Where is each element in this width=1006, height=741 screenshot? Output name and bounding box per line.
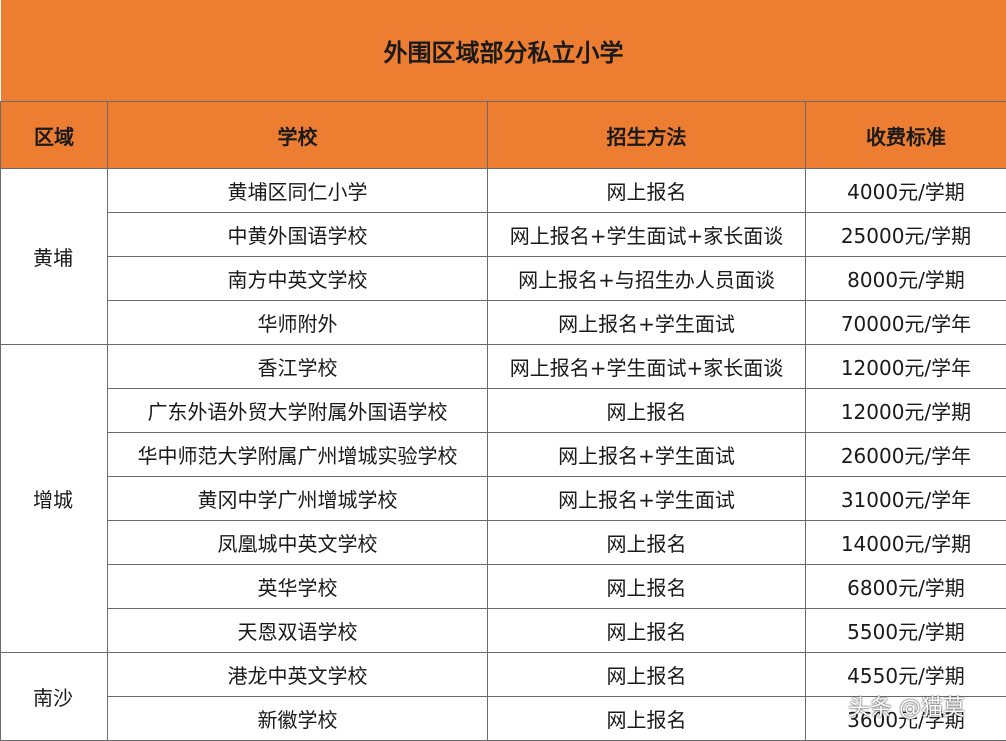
header-school: 学校 (107, 101, 488, 169)
fee-cell: 8000元/学期 (805, 256, 1006, 301)
method-cell: 网上报名+与招生办人员面谈 (487, 256, 806, 301)
fee-cell: 14000元/学期 (805, 520, 1006, 565)
fee-cell: 4550元/学期 (805, 652, 1006, 697)
table-row: 中黄外国语学校 网上报名+学生面试+家长面谈 25000元/学期 (1, 212, 1006, 257)
method-cell: 网上报名 (487, 652, 806, 697)
method-cell: 网上报名+学生面试 (487, 432, 806, 477)
header-fee: 收费标准 (805, 101, 1006, 169)
school-cell: 华师附外 (107, 300, 488, 345)
header-region: 区域 (0, 101, 108, 169)
method-cell: 网上报名+学生面试+家长面谈 (487, 212, 806, 257)
table-row: 凤凰城中英文学校 网上报名 14000元/学期 (1, 520, 1006, 565)
method-cell: 网上报名+学生面试 (487, 476, 806, 521)
fee-cell: 25000元/学期 (805, 212, 1006, 257)
table-row: 天恩双语学校 网上报名 5500元/学期 (1, 608, 1006, 653)
fee-cell: 31000元/学年 (805, 476, 1006, 521)
school-cell: 香江学校 (107, 344, 488, 389)
method-cell: 网上报名 (487, 388, 806, 433)
method-cell: 网上报名 (487, 520, 806, 565)
school-cell: 黄冈中学广州增城学校 (107, 476, 488, 521)
table-row: 南沙 港龙中英文学校 网上报名 4550元/学期 (0, 652, 1006, 741)
method-cell: 网上报名+学生面试+家长面谈 (487, 344, 806, 389)
method-cell: 网上报名 (487, 564, 806, 609)
school-cell: 新徽学校 (107, 696, 488, 741)
school-cell: 南方中英文学校 (107, 256, 488, 301)
school-cell: 中黄外国语学校 (107, 212, 488, 257)
table-row: 华师附外 网上报名+学生面试 70000元/学年 (1, 300, 1006, 345)
method-cell: 网上报名 (487, 608, 806, 653)
table-row: 南方中英文学校 网上报名+与招生办人员面谈 8000元/学期 (1, 256, 1006, 301)
region-cell: 增城 (0, 344, 108, 653)
method-cell: 网上报名 (487, 696, 806, 741)
school-cell: 广东外语外贸大学附属外国语学校 (107, 388, 488, 433)
fee-cell: 12000元/学年 (805, 344, 1006, 389)
table-row: 华中师范大学附属广州增城实验学校 网上报名+学生面试 26000元/学年 (1, 432, 1006, 477)
table-title: 外围区域部分私立小学 (0, 0, 1006, 102)
school-cell: 华中师范大学附属广州增城实验学校 (107, 432, 488, 477)
fee-cell: 12000元/学期 (805, 388, 1006, 433)
table-row: 新徽学校 网上报名 3600元/学期 (1, 696, 1006, 741)
fee-cell: 26000元/学年 (805, 432, 1006, 477)
fee-cell: 5500元/学期 (805, 608, 1006, 653)
fee-cell: 6800元/学期 (805, 564, 1006, 609)
fee-cell: 4000元/学期 (805, 168, 1006, 213)
table-row: 黄冈中学广州增城学校 网上报名+学生面试 31000元/学年 (1, 476, 1006, 521)
table-row: 广东外语外贸大学附属外国语学校 网上报名 12000元/学期 (1, 388, 1006, 433)
table-body: 黄埔 黄埔区同仁小学 网上报名 4000元/学期 中黄外国语学校 网上报名+学生面试+家长… (0, 168, 1006, 741)
school-cell: 黄埔区同仁小学 (107, 168, 488, 213)
table-row: 英华学校 网上报名 6800元/学期 (1, 564, 1006, 609)
region-cell: 南沙 (0, 652, 108, 741)
school-cell: 港龙中英文学校 (107, 652, 488, 697)
fee-cell: 70000元/学年 (805, 300, 1006, 345)
method-cell: 网上报名+学生面试 (487, 300, 806, 345)
table-row: 增城 香江学校 网上报名+学生面试+家长面谈 12000元/学年 (0, 344, 1006, 653)
fee-cell: 3600元/学期 (805, 696, 1006, 741)
region-cell: 黄埔 (0, 168, 108, 345)
school-cell: 凤凰城中英文学校 (107, 520, 488, 565)
school-cell: 天恩双语学校 (107, 608, 488, 653)
header-method: 招生方法 (487, 101, 806, 169)
table-row: 黄埔 黄埔区同仁小学 网上报名 4000元/学期 (0, 168, 1006, 345)
school-cell: 英华学校 (107, 564, 488, 609)
method-cell: 网上报名 (487, 168, 806, 213)
